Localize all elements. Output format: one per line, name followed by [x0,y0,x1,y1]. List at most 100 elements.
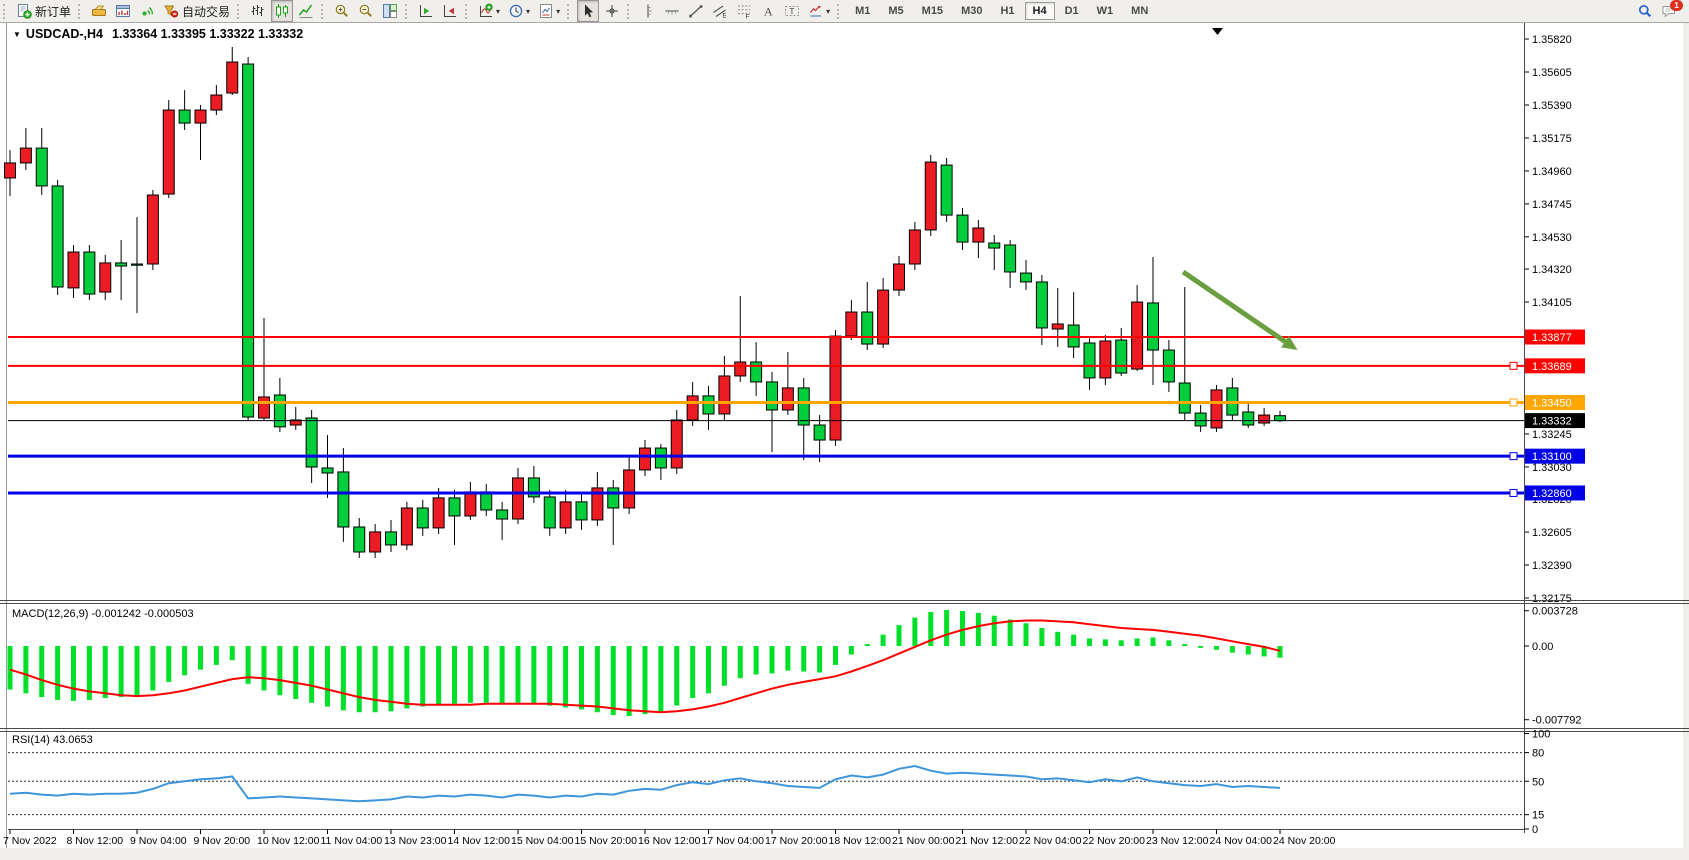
timeframe-m30-button[interactable]: M30 [961,5,983,17]
candle [19,127,32,171]
chart-shift-button[interactable] [439,0,461,22]
candle [861,281,874,351]
timeframe-h1-button[interactable]: H1 [1000,5,1015,17]
candle [51,179,64,295]
search-button[interactable] [1634,0,1656,22]
trendline-button[interactable] [685,0,707,22]
autotrade-button[interactable]: 自动交易 [160,0,233,22]
arrows-button[interactable]: ▾ [805,0,833,22]
candle [1083,338,1096,390]
chart-shift-marker[interactable] [1212,28,1223,35]
dropdown-arrow-icon[interactable]: ▾ [826,6,831,16]
line-handle[interactable] [1509,398,1518,407]
crosshair-button[interactable] [601,0,623,22]
symbol-dropdown-icon[interactable]: ▼ [13,30,21,39]
candle [1242,404,1255,428]
autotrade-icon [164,5,179,18]
toolbar-group: ▾ ▾ ▾ [474,0,564,22]
market-watch-button[interactable] [88,0,110,22]
candle [639,440,651,476]
auto-scroll-button[interactable] [415,0,437,22]
candle [607,479,620,545]
line-handle[interactable] [1509,452,1518,461]
candle [289,406,302,430]
candle [83,244,96,301]
macd-bar [721,645,727,686]
candle [1258,408,1271,426]
macd-bar [594,645,600,713]
macd-bar [801,645,807,672]
macd-bar [118,645,124,698]
timeframe-w1-button[interactable]: W1 [1096,5,1114,17]
toolbar-grip [237,3,242,19]
price-badge [1525,485,1585,501]
timeframe-m1-button[interactable]: M1 [855,5,871,17]
tiles-icon [383,4,398,18]
candlestick-chart-button[interactable] [271,0,294,22]
timeframe-mn-button[interactable]: MN [1131,5,1149,17]
dropdown-arrow-icon[interactable]: ▾ [496,6,501,16]
timeframe-d1-button[interactable]: D1 [1064,5,1079,17]
candle [385,519,397,553]
macd-values: -0.001242 -0.000503 [91,608,194,620]
line-chart-icon [298,4,313,18]
date-tick-label: 15 Nov 04:00 [511,835,574,847]
line-handle[interactable] [1509,361,1518,370]
macd-bar [674,645,680,706]
candle [988,235,1001,270]
line-handle[interactable] [1509,488,1518,497]
timeframe-m15-button[interactable]: M15 [921,5,944,17]
svg-text:E: E [723,14,727,20]
toolbar-group [330,0,402,22]
timeframe-m5-button[interactable]: M5 [888,5,904,17]
macd-bar [356,645,362,713]
zoom-in-button[interactable] [331,0,353,22]
dropdown-arrow-icon[interactable]: ▾ [526,6,531,16]
templates-button[interactable]: ▾ [535,0,563,22]
macd-tick-label: 0.00 [1532,641,1553,653]
line-chart-button[interactable] [295,0,317,22]
macd-bar [626,645,632,717]
candle [273,377,286,432]
candle [623,456,636,514]
macd-bar [785,645,791,671]
trend-arrow-annotation[interactable] [1181,269,1298,351]
vertical-line-button[interactable] [637,0,659,22]
candle [416,499,429,536]
candle [480,483,493,516]
price-badge [1525,358,1585,374]
signal-button[interactable] [136,0,158,22]
cursor-button[interactable] [577,0,600,22]
macd-bar [515,645,521,703]
candle [1004,240,1017,288]
price-badge-label: 1.33100 [1532,451,1572,463]
rsi-value: 43.0653 [52,734,93,746]
periods-button[interactable]: ▾ [505,0,533,22]
chart-window-button[interactable] [112,0,134,22]
candle [353,517,366,558]
candle [908,221,921,270]
hline-icon [665,10,679,15]
date-tick-label: 21 Nov 12:00 [956,835,1019,847]
chart-title-symbol: USDCAD-,H4 [25,27,104,41]
shapes-icon [810,5,822,17]
macd-bar [86,645,92,700]
candle [1115,327,1128,376]
equidistant-channel-button[interactable]: E [709,0,731,22]
timeframe-h4-button[interactable]: H4 [1024,2,1055,20]
candle [543,489,556,536]
signal-icon [142,7,154,16]
chat-button[interactable]: 1 [1658,0,1683,22]
dropdown-arrow-icon[interactable]: ▾ [556,6,561,16]
horizontal-line-button[interactable] [661,0,683,22]
bar-chart-button[interactable] [247,0,269,22]
text-label-button[interactable]: T [781,0,803,22]
fibonacci-button[interactable]: F [733,0,755,22]
tile-windows-button[interactable] [379,0,401,22]
indicators-button[interactable]: ▾ [475,0,503,22]
new-order-button[interactable]: 新订单 [13,0,74,22]
zoom-out-button[interactable] [355,0,377,22]
text-button[interactable]: A [757,0,779,22]
candle [226,47,239,96]
